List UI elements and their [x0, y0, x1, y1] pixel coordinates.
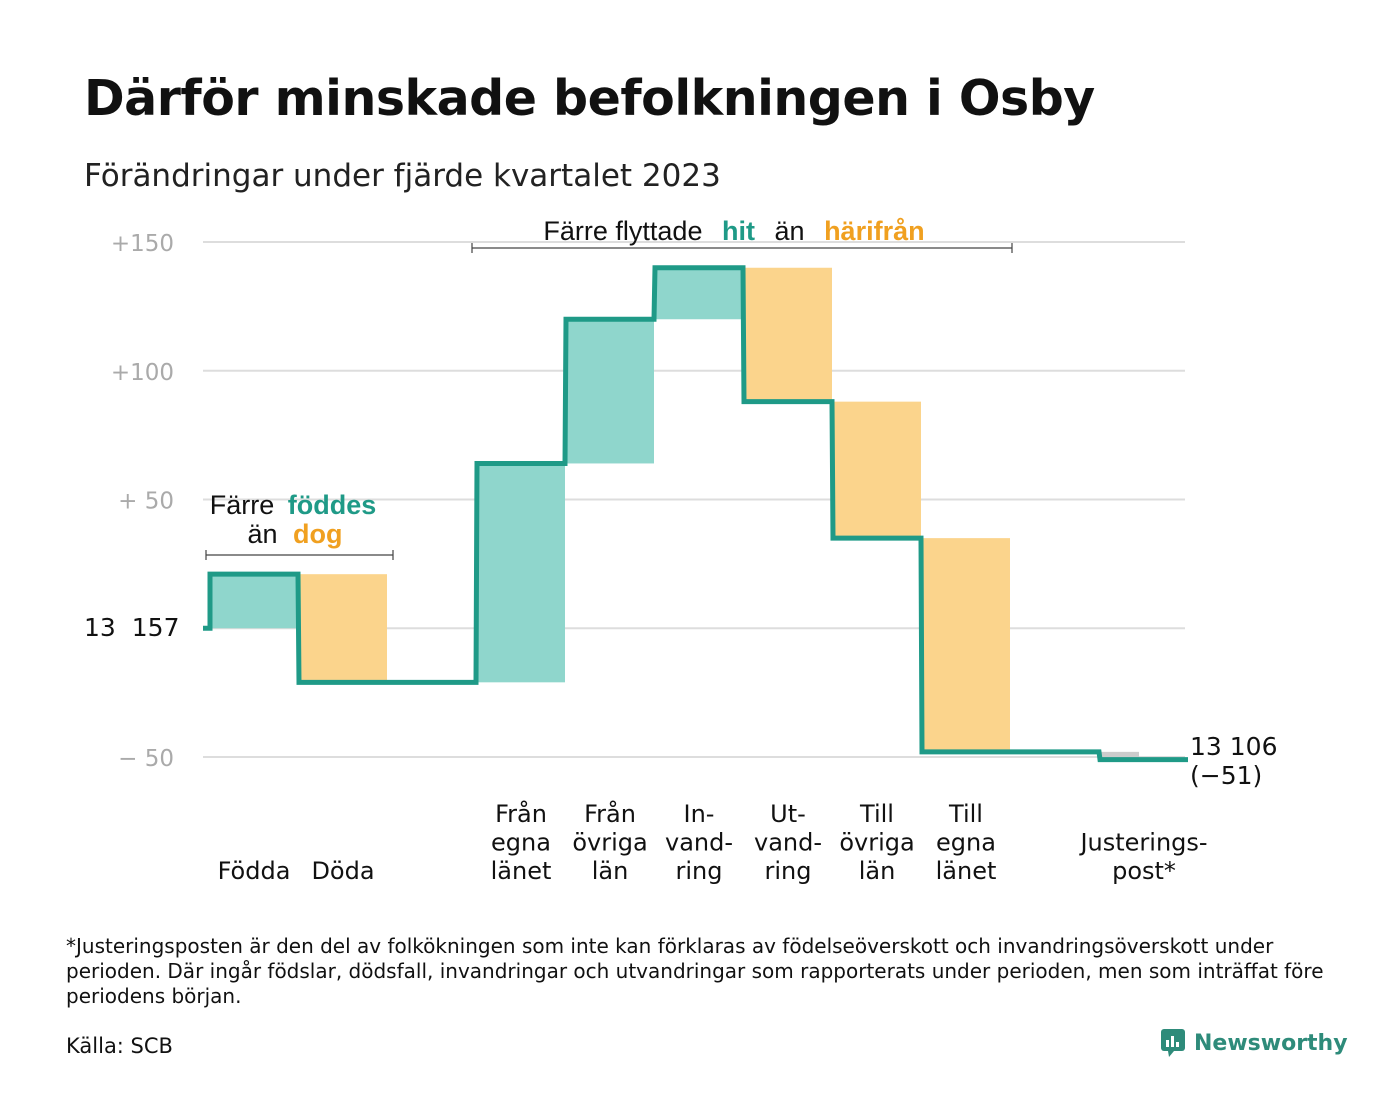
x-label-7-1: övriga — [839, 829, 914, 857]
x-label-1-2: Döda — [311, 857, 374, 885]
births-annotation-emph: föddes — [288, 490, 377, 520]
brand-logo: Newsworthy — [1160, 1028, 1348, 1058]
x-label-7-0: Till — [859, 800, 894, 828]
x-label-0-2: Födda — [218, 857, 291, 885]
y-tick-label-0: +150 — [111, 231, 174, 257]
births-annotation-line1: Färre föddes — [210, 490, 377, 520]
births-annotation-line2: än dog — [247, 519, 342, 549]
migration-annotation-mid: än — [775, 216, 805, 246]
y-tick-label-1: +100 — [111, 360, 174, 386]
migration-annotation: Färre flyttade hit än härifrån — [543, 216, 924, 246]
running-total-line — [203, 265, 1188, 763]
x-label-6-2: ring — [765, 857, 812, 885]
x-label-3-0: Från — [495, 799, 547, 828]
brand-name: Newsworthy — [1194, 1030, 1348, 1056]
start-value-text: 13 157 — [84, 613, 179, 642]
births-annotation-emph2: dog — [293, 519, 342, 549]
x-label-8-2: länet — [936, 857, 997, 885]
page-title: Därför minskade befolkningen i Osby — [84, 70, 1095, 127]
bar-7 — [833, 401, 921, 539]
x-label-6-0: Ut- — [770, 800, 806, 828]
newsworthy-logo-icon — [1161, 1029, 1185, 1057]
y-tick-label-4: − 50 — [118, 746, 174, 772]
x-label-3-2: länet — [491, 857, 552, 885]
y-tick-labels: +150 +100 + 50 − 50 — [111, 231, 174, 772]
bar-3 — [477, 463, 565, 683]
waterfall-chart: +150+100+ 50− 50 Födda DödaFrånegnalänetF… — [84, 216, 1277, 885]
x-label-7-2: län — [859, 857, 896, 885]
page-subtitle: Förändringar under fjärde kvartalet 2023 — [84, 158, 721, 194]
bar-10 — [1101, 751, 1139, 760]
migration-annotation-emph1: hit — [722, 216, 755, 246]
x-label-5-0: In- — [684, 800, 715, 828]
footnote: *Justeringsposten är den del av folkökni… — [66, 934, 1324, 1008]
end-value-text: 13 106 — [1190, 732, 1277, 761]
y-tick-label-2: + 50 — [118, 489, 174, 515]
bar-0 — [210, 574, 298, 629]
x-label-10-2: post* — [1112, 857, 1176, 885]
end-value-label: 13 106 (−51) — [1190, 732, 1277, 790]
migration-annotation-emph2: härifrån — [824, 216, 925, 246]
running-total-path — [203, 265, 1188, 763]
bar-4 — [566, 319, 654, 464]
births-annotation-prefix: Färre — [210, 490, 275, 520]
bar-8 — [922, 538, 1010, 752]
start-value-label: 13 157 — [84, 613, 179, 642]
end-change-text: (−51) — [1190, 761, 1262, 790]
births-annotation-prefix2: än — [247, 519, 277, 549]
migration-annotation-prefix: Färre flyttade — [543, 216, 702, 246]
annotations: Färre föddes än dog Färre flyttade hit ä… — [205, 216, 1013, 560]
x-tick-labels: Födda DödaFrånegnalänetFrånövrigalänIn-va… — [218, 799, 1208, 885]
migration-bracket — [471, 243, 1013, 253]
x-label-4-0: Från — [584, 799, 636, 828]
bar-1 — [299, 574, 387, 683]
x-label-8-1: egna — [936, 829, 996, 857]
bar-5 — [655, 267, 743, 320]
x-label-5-2: ring — [676, 857, 723, 885]
bars — [210, 267, 1139, 760]
x-label-4-1: övriga — [572, 829, 647, 857]
source-label: Källa: SCB — [66, 1034, 173, 1058]
x-label-3-1: egna — [491, 829, 551, 857]
x-label-4-2: län — [592, 857, 629, 885]
births-bracket — [205, 550, 394, 560]
x-label-10-1: Justerings- — [1078, 829, 1207, 857]
x-label-8-0: Till — [948, 800, 983, 828]
bar-6 — [744, 267, 832, 402]
x-label-6-1: vand- — [754, 829, 822, 857]
x-label-5-1: vand- — [665, 829, 733, 857]
